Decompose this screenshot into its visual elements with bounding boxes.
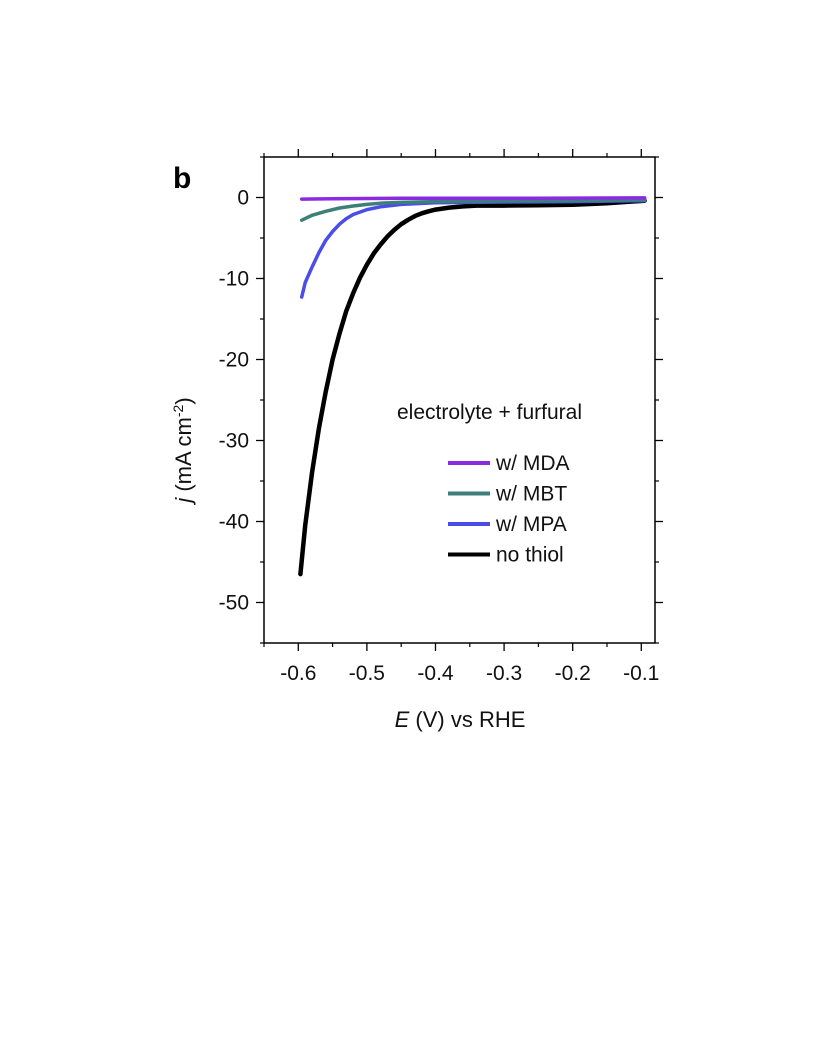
x-tick-label: -0.6 xyxy=(280,662,316,685)
y-tick-label: -10 xyxy=(219,268,249,291)
series-line-no-thiol xyxy=(298,198,647,577)
y-axis-title-close: ) xyxy=(171,397,196,404)
x-tick-label: -0.4 xyxy=(417,662,454,685)
x-axis-title-italic: E xyxy=(395,707,410,732)
y-tick-label: -50 xyxy=(219,592,249,615)
y-tick-label: -20 xyxy=(219,349,249,372)
x-axis-title: E (V) vs RHE xyxy=(395,707,526,732)
legend-title: electrolyte + furfural xyxy=(397,401,582,424)
legend-label-no-thiol: no thiol xyxy=(496,544,564,567)
y-tick-label: -40 xyxy=(219,511,249,534)
series-line-w-mpa xyxy=(299,198,647,299)
legend-label-w-mbt: w/ MBT xyxy=(495,483,567,506)
series-line-w-mbt xyxy=(299,198,647,222)
y-tick-label: -30 xyxy=(219,430,249,453)
x-tick-label: -0.2 xyxy=(555,662,591,685)
x-axis-title-rest: (V) vs RHE xyxy=(409,707,525,732)
y-axis-title-units: (mA cm xyxy=(171,417,196,498)
series-line-w-mda xyxy=(299,196,647,201)
y-axis-title-superscript: -2 xyxy=(170,404,186,417)
legend-items: w/ MDA w/ MBT w/ MPA no thiol xyxy=(448,452,570,567)
y-tick-label: 0 xyxy=(237,187,249,210)
axes: -0.6 -0.5 -0.4 -0.3 -0.2 -0.1 0 -10 -20 -30 -40 -50 xyxy=(219,149,663,685)
x-tick-label: -0.3 xyxy=(486,662,522,685)
legend: electrolyte + furfural w/ MDA w/ MBT w/ MP… xyxy=(397,401,582,567)
series-lines xyxy=(298,196,647,577)
panel-label: b xyxy=(173,162,191,195)
y-axis-title-italic: j xyxy=(171,497,196,506)
legend-label-w-mpa: w/ MPA xyxy=(495,513,567,536)
y-axis-title: j (mA cm-2) xyxy=(170,397,196,505)
legend-label-w-mda: w/ MDA xyxy=(495,452,570,475)
x-tick-label: -0.5 xyxy=(349,662,385,685)
x-tick-label: -0.1 xyxy=(623,662,659,685)
